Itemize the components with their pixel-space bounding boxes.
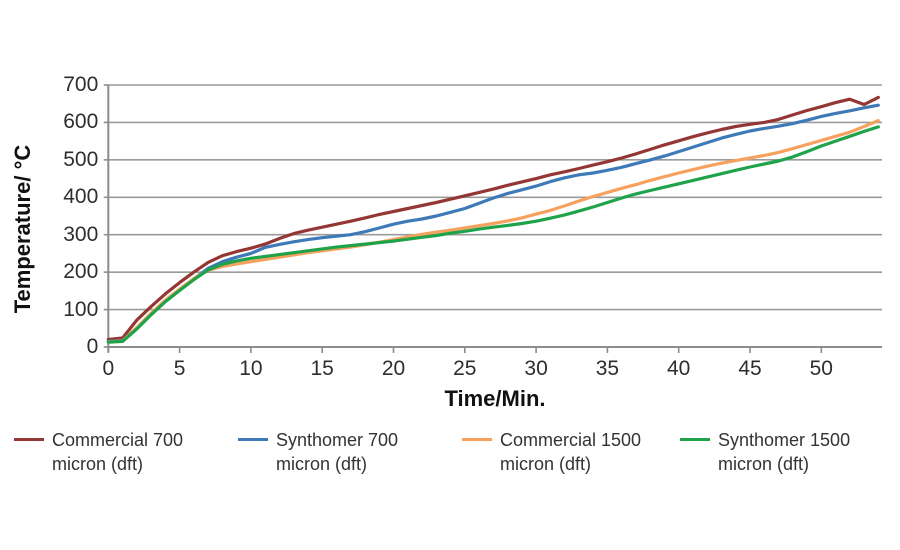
x-tick-label-50: 50 bbox=[809, 357, 833, 380]
series-line-commercial-700-micron-dft bbox=[106, 95, 880, 342]
x-tick-label-45: 45 bbox=[738, 357, 762, 380]
y-tick-label-400: 400 bbox=[63, 185, 99, 209]
x-tick-label-30: 30 bbox=[524, 357, 548, 380]
y-tick-label-500: 500 bbox=[63, 147, 99, 171]
y-axis-title: Temperature/ °C bbox=[10, 144, 35, 314]
legend-item-commercial-700: Commercial 700 micron (dft) bbox=[14, 428, 222, 476]
legend-item-synthomer-1500: Synthomer 1500 micron (dft) bbox=[680, 428, 888, 476]
y-tick-label-100: 100 bbox=[63, 297, 99, 321]
legend-label: Synthomer 700 micron (dft) bbox=[276, 430, 399, 474]
y-tick-label-0: 0 bbox=[86, 335, 99, 358]
y-tick-label-300: 300 bbox=[63, 222, 99, 246]
series-line-synthomer-700-micron-dft bbox=[106, 103, 880, 343]
y-tick-label-700: 700 bbox=[63, 73, 99, 96]
y-tick-label-600: 600 bbox=[63, 110, 99, 134]
legend-swatch-synthomer-700 bbox=[238, 438, 268, 441]
x-tick-label-10: 10 bbox=[239, 357, 263, 380]
x-axis-title: Time/Min. bbox=[444, 386, 546, 411]
x-tick-label-15: 15 bbox=[310, 357, 334, 380]
legend-item-synthomer-700: Synthomer 700 micron (dft) bbox=[238, 428, 446, 476]
x-tick-label-0: 0 bbox=[102, 357, 115, 380]
legend-label: Synthomer 1500 micron (dft) bbox=[718, 430, 851, 474]
x-tick-label-25: 25 bbox=[453, 357, 477, 380]
legend-swatch-commercial-700 bbox=[14, 438, 44, 441]
x-tick-label-20: 20 bbox=[381, 357, 406, 380]
series-line-commercial-1500-micron-dft bbox=[106, 118, 880, 344]
chart-legend: Commercial 700 micron (dft) Synthomer 70… bbox=[0, 428, 900, 500]
series-line-synthomer-1500-micron-dft bbox=[106, 125, 880, 344]
legend-item-commercial-1500: Commercial 1500 micron (dft) bbox=[462, 428, 670, 476]
legend-label: Commercial 700 micron (dft) bbox=[52, 430, 184, 474]
legend-swatch-commercial-1500 bbox=[462, 438, 492, 441]
legend-swatch-synthomer-1500 bbox=[680, 438, 710, 441]
x-tick-label-35: 35 bbox=[595, 357, 620, 380]
legend-label: Commercial 1500 micron (dft) bbox=[500, 430, 642, 474]
x-tick-label-5: 5 bbox=[173, 357, 186, 380]
y-tick-label-200: 200 bbox=[63, 260, 99, 284]
x-tick-label-40: 40 bbox=[667, 357, 691, 380]
